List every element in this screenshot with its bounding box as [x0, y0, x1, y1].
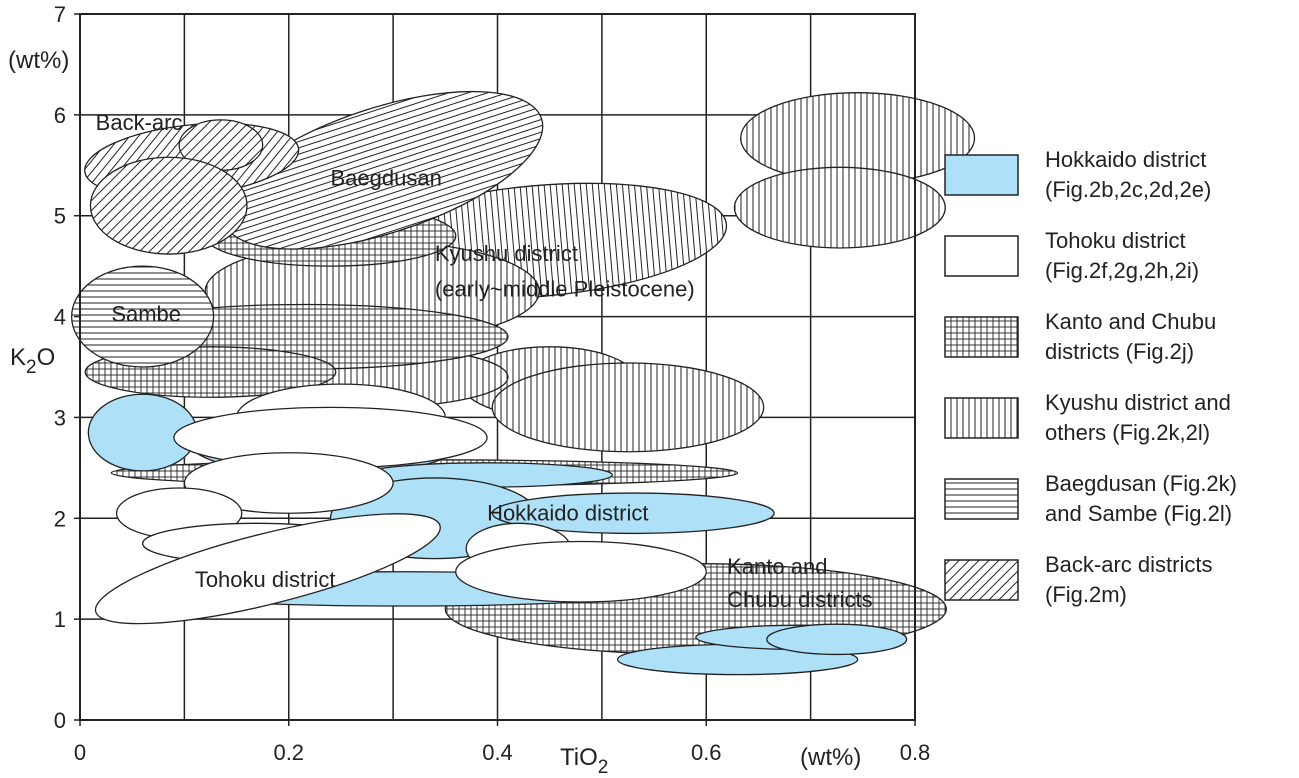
region-tohoku-8	[94, 513, 441, 625]
legend-label-tohoku: (Fig.2f,2g,2h,2i)	[1045, 258, 1199, 283]
legend-swatch-baegdusan	[944, 478, 1019, 520]
region-annotation: Sambe	[111, 302, 181, 327]
legend-label-tohoku: Tohoku district	[1045, 228, 1186, 253]
legend-label-baegdusan: Baegdusan (Fig.2k)	[1045, 471, 1237, 496]
y-axis-unit: (wt%)	[8, 47, 69, 74]
x-tick-label: 0.4	[482, 740, 513, 765]
legend-label-backarc: (Fig.2m)	[1045, 582, 1127, 607]
x-axis-title: TiO2	[560, 744, 608, 778]
legend-label-kanto: Kanto and Chubu	[1045, 309, 1216, 334]
region-kyushu-6	[491, 362, 765, 453]
legend-label-backarc: Back-arc districts	[1045, 552, 1212, 577]
region-kyushu-2	[733, 166, 946, 249]
legend-swatch-hokkaido	[944, 154, 1019, 196]
region-annotation: Tohoku district	[195, 567, 336, 592]
y-tick-label: 5	[54, 204, 66, 229]
y-tick-label: 6	[54, 103, 66, 128]
legend-label-kyushu: Kyushu district and	[1045, 390, 1231, 415]
region-annotation: Kanto and	[727, 554, 827, 579]
x-tick-label: 0.6	[691, 740, 722, 765]
region-backarc-3	[89, 156, 248, 255]
legend-label-baegdusan: and Sambe (Fig.2l)	[1045, 501, 1232, 526]
y-tick-label: 0	[54, 708, 66, 733]
region-annotation: Back-arc	[96, 110, 183, 135]
region-hokkaido-5	[491, 492, 775, 535]
x-tick-label: 0	[74, 740, 86, 765]
annotation-layer: Back-arc Baegdusan Kyushu district (early~m…	[96, 110, 873, 612]
y-tick-label: 3	[54, 405, 66, 430]
region-tohoku-7	[455, 540, 707, 603]
region-annotation: Hokkaido district	[487, 500, 648, 525]
x-axis-unit: (wt%)	[800, 744, 861, 771]
legend-label-kyushu: others (Fig.2k,2l)	[1045, 420, 1210, 445]
y-axis-title: K2O	[10, 344, 55, 378]
y-axis-title-main: K	[10, 344, 26, 371]
legend-swatch-backarc	[944, 559, 1019, 601]
region-baegdusan-2	[71, 265, 215, 368]
legend-swatch-tohoku	[944, 235, 1019, 277]
y-axis-title-tail: O	[37, 344, 56, 371]
tick-layer: 0 0.2 0.4 0.6 0.8 0 1 2 3 4 5 6 7	[54, 2, 931, 765]
legend-label-kanto: districts (Fig.2j)	[1045, 339, 1194, 364]
x-axis-title-sub: 2	[598, 757, 609, 778]
region-annotation: (early~middle Pleistocene)	[435, 276, 695, 301]
x-tick-label: 0.2	[273, 740, 304, 765]
legend-swatch-kyushu	[944, 397, 1019, 439]
y-tick-label: 1	[54, 607, 66, 632]
x-axis-title-main: TiO	[560, 744, 598, 771]
region-annotation: Baegdusan	[331, 165, 442, 190]
y-tick-label: 4	[54, 305, 66, 330]
legend-label-hokkaido: Hokkaido district	[1045, 147, 1206, 172]
region-annotation: Kyushu district	[435, 241, 578, 266]
region-tohoku-3	[183, 452, 394, 514]
x-tick-label: 0.8	[900, 740, 931, 765]
y-tick-label: 7	[54, 2, 66, 27]
legend-label-hokkaido: (Fig.2b,2c,2d,2e)	[1045, 177, 1211, 202]
region-hokkaido-9	[766, 623, 908, 656]
legend-swatch-kanto	[944, 316, 1019, 358]
legend: Hokkaido district (Fig.2b,2c,2d,2e) Tohoku…	[944, 147, 1237, 607]
region-layer	[71, 90, 976, 676]
y-tick-label: 2	[54, 506, 66, 531]
y-axis-title-sub: 2	[26, 357, 37, 378]
region-annotation: Chubu districts	[727, 587, 873, 612]
